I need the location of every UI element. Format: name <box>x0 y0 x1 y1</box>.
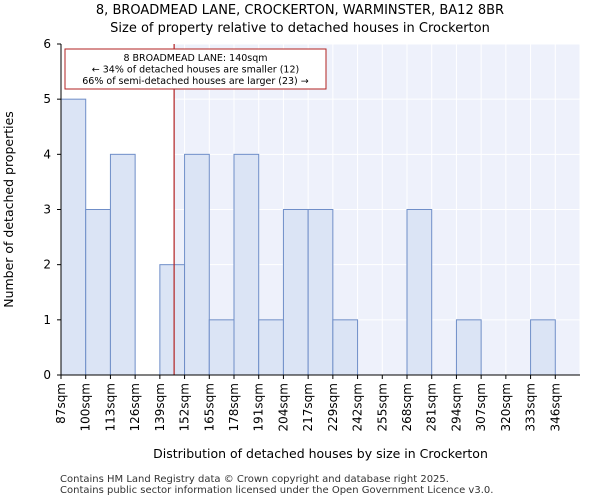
x-tick-label: 242sqm <box>351 383 365 431</box>
x-tick-label: 307sqm <box>474 383 488 431</box>
x-axis-label: Distribution of detached houses by size … <box>153 446 488 461</box>
x-tick-label: 87sqm <box>54 383 68 424</box>
x-tick-label: 204sqm <box>276 383 290 431</box>
y-tick-label: 6 <box>43 37 51 51</box>
x-tick-label: 346sqm <box>548 383 562 431</box>
x-tick-label: 113sqm <box>103 383 117 431</box>
x-tick-label: 165sqm <box>202 383 216 431</box>
y-tick-label: 1 <box>43 313 51 327</box>
bar <box>233 153 260 376</box>
y-axis-label: Number of detached properties <box>1 111 16 308</box>
x-tick-label: 152sqm <box>178 383 192 431</box>
bar <box>530 319 556 376</box>
annotation-line: 8 BROADMEAD LANE: 140sqm <box>123 53 267 64</box>
x-tick-label: 191sqm <box>252 383 266 431</box>
x-tick-label: 217sqm <box>301 383 315 431</box>
bar <box>332 319 359 376</box>
footer-licence: Contains public sector information licen… <box>60 485 494 496</box>
bar <box>258 319 284 376</box>
chart-title-line1: 8, BROADMEAD LANE, CROCKERTON, WARMINSTE… <box>95 3 505 18</box>
annotation-box <box>64 48 327 90</box>
x-tick-label: 294sqm <box>449 383 463 431</box>
x-tick-label: 281sqm <box>425 383 439 431</box>
bar <box>159 264 186 376</box>
y-tick-label: 5 <box>43 92 51 106</box>
x-tick-label: 178sqm <box>227 383 241 431</box>
x-tick-label: 268sqm <box>400 383 414 431</box>
bar <box>307 209 334 376</box>
footer-copyright: Contains HM Land Registry data © Crown c… <box>60 474 449 485</box>
bar <box>282 209 309 376</box>
chart-title-line2: Size of property relative to detached ho… <box>110 21 490 36</box>
bar <box>455 319 482 376</box>
bar <box>208 319 235 376</box>
x-tick-label: 255sqm <box>375 383 389 431</box>
x-tick-label: 320sqm <box>499 383 513 431</box>
x-tick-label: 333sqm <box>524 383 538 431</box>
x-tick-label: 139sqm <box>153 383 167 431</box>
y-tick-label: 3 <box>43 203 51 217</box>
x-tick-label: 100sqm <box>79 383 93 431</box>
bar <box>60 98 87 376</box>
bar <box>184 153 210 376</box>
bar <box>85 209 111 376</box>
x-tick-label: 229sqm <box>326 383 340 431</box>
bar <box>406 209 433 376</box>
annotation-line: 66% of semi-detached houses are larger (… <box>82 76 309 87</box>
bar <box>109 153 136 376</box>
x-tick-label: 126sqm <box>128 383 142 431</box>
annotation-line: ← 34% of detached houses are smaller (12… <box>92 65 299 76</box>
y-tick-label: 0 <box>43 368 51 382</box>
y-tick-label: 2 <box>43 258 51 272</box>
y-tick-label: 4 <box>43 147 51 161</box>
